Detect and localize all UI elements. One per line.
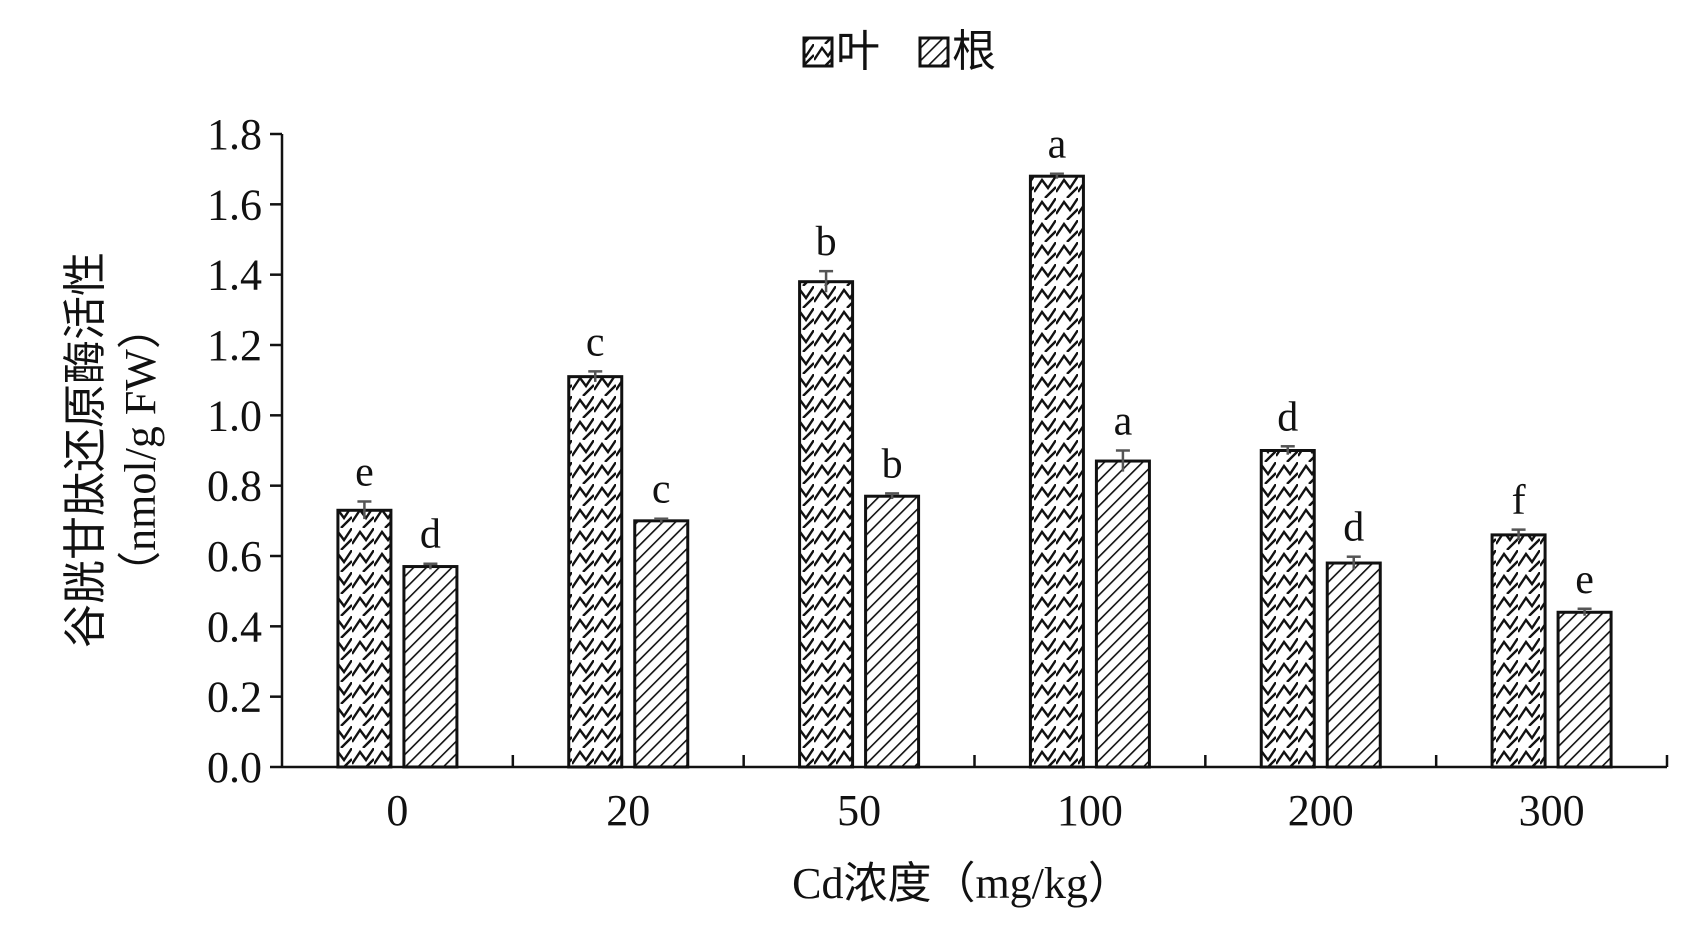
- y-tick-label: 0.2: [207, 673, 262, 722]
- x-tick-label: 50: [837, 786, 881, 835]
- x-axis-title: Cd浓度（mg/kg）: [792, 859, 1132, 908]
- error-bar: [1346, 555, 1361, 570]
- significance-label: b: [882, 441, 903, 487]
- x-tick-label: 200: [1288, 786, 1354, 835]
- bar-root: [1325, 561, 1382, 769]
- significance-label: f: [1512, 478, 1526, 524]
- bar-leaf: [336, 508, 393, 769]
- y-tick-label: 1.4: [207, 251, 262, 300]
- significance-label: c: [652, 467, 671, 513]
- y-tick-label: 0.0: [207, 743, 262, 792]
- legend-swatch-root: [918, 36, 950, 68]
- x-tick-label: 100: [1057, 786, 1123, 835]
- y-tick-label: 0.8: [207, 462, 262, 511]
- error-bar: [1115, 449, 1130, 472]
- bar-root: [1094, 459, 1151, 769]
- y-tick-label: 1.8: [207, 110, 262, 159]
- legend-label-leaf: 叶: [836, 27, 880, 76]
- x-tick-label: 20: [606, 786, 650, 835]
- bar-leaf: [1490, 533, 1547, 769]
- legend-swatch-leaf: [802, 36, 834, 68]
- error-bar: [588, 370, 603, 382]
- significance-label: d: [420, 512, 441, 558]
- significance-label: d: [1277, 394, 1298, 440]
- y-tick-label: 1.0: [207, 391, 262, 440]
- bar-leaf: [1259, 449, 1316, 769]
- error-bar: [1280, 445, 1295, 455]
- bars: [336, 174, 1613, 769]
- bar-leaf: [798, 280, 855, 769]
- significance-label: a: [1048, 122, 1067, 168]
- error-bar: [1049, 172, 1064, 179]
- y-axis-ticks: 0.0 0.2 0.4 0.6 0.8 1.0 1.2 1.4 1.6 1.8: [207, 110, 282, 792]
- error-bar: [423, 562, 438, 570]
- significance-label: e: [1575, 557, 1594, 603]
- significance-label: a: [1114, 399, 1133, 445]
- error-bar: [1511, 528, 1526, 541]
- bar-root: [633, 519, 690, 769]
- significance-label: c: [586, 319, 605, 365]
- y-tick-label: 0.6: [207, 532, 262, 581]
- legend: 叶 根: [802, 27, 996, 76]
- y-tick-label: 1.6: [207, 180, 262, 229]
- bar-root: [402, 565, 459, 769]
- significance-label: b: [816, 219, 837, 265]
- error-bar: [885, 492, 900, 500]
- y-axis-unit: （nmol/g FW）: [116, 305, 165, 595]
- error-bar: [357, 500, 372, 520]
- x-axis-ticks: 0 20 50 100 200 300: [386, 755, 1669, 835]
- bar-leaf: [1028, 174, 1085, 769]
- bar-root: [1556, 610, 1613, 769]
- x-tick-label: 300: [1519, 786, 1585, 835]
- error-bar: [1577, 607, 1592, 616]
- x-tick-label: 0: [386, 786, 408, 835]
- y-tick-label: 0.4: [207, 602, 262, 651]
- significance-label: e: [355, 449, 374, 495]
- y-tick-label: 1.2: [207, 321, 262, 370]
- legend-label-root: 根: [952, 27, 996, 76]
- error-bar: [819, 269, 834, 293]
- y-axis-title: 谷胱甘肽还原酶活性: [61, 252, 110, 648]
- bar-leaf: [567, 375, 624, 769]
- error-bar: [654, 517, 669, 523]
- bar-root: [864, 494, 921, 769]
- error-bars: [357, 172, 1592, 616]
- significance-label: d: [1343, 505, 1364, 551]
